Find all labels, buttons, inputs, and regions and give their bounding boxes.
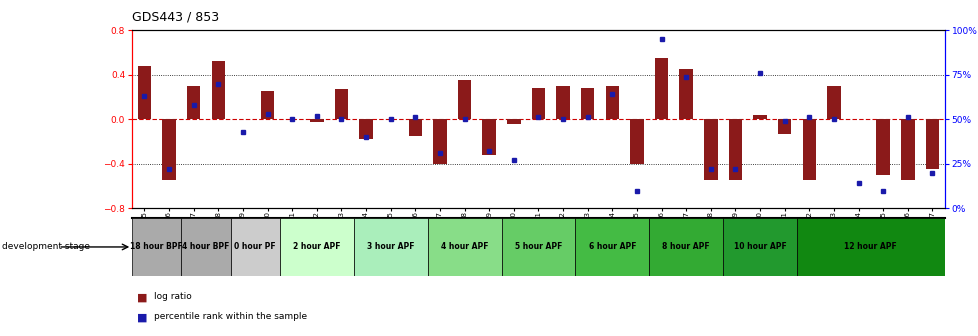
Bar — [531, 88, 545, 119]
Text: 4 hour BPF: 4 hour BPF — [182, 243, 230, 251]
Text: GDS443 / 853: GDS443 / 853 — [132, 10, 219, 23]
Bar — [482, 119, 496, 155]
Text: ■: ■ — [137, 292, 148, 302]
Bar — [359, 119, 373, 139]
Bar — [723, 218, 796, 276]
Bar — [605, 86, 618, 119]
Bar — [181, 218, 231, 276]
Text: log ratio: log ratio — [154, 292, 192, 301]
Bar — [334, 89, 348, 119]
Text: percentile rank within the sample: percentile rank within the sample — [154, 312, 306, 322]
Bar — [260, 91, 274, 119]
Bar — [211, 61, 225, 119]
Bar — [427, 218, 501, 276]
Bar — [507, 119, 520, 124]
Bar — [703, 119, 717, 180]
Text: development stage: development stage — [2, 243, 90, 251]
Bar — [796, 218, 944, 276]
Bar — [432, 119, 446, 164]
Text: ■: ■ — [137, 312, 148, 323]
Text: 6 hour APF: 6 hour APF — [588, 243, 636, 251]
Bar — [925, 119, 938, 169]
Bar — [501, 218, 575, 276]
Bar — [648, 218, 723, 276]
Text: 12 hour APF: 12 hour APF — [844, 243, 896, 251]
Bar — [310, 119, 324, 122]
Bar — [408, 119, 422, 136]
Text: 3 hour APF: 3 hour APF — [367, 243, 414, 251]
Bar — [458, 80, 470, 119]
Bar — [728, 119, 741, 180]
Bar — [654, 58, 668, 119]
Bar — [556, 86, 569, 119]
Bar — [187, 86, 200, 119]
Text: 10 hour APF: 10 hour APF — [733, 243, 785, 251]
Bar — [778, 119, 790, 134]
Text: 18 hour BPF: 18 hour BPF — [130, 243, 183, 251]
Text: 8 hour APF: 8 hour APF — [662, 243, 709, 251]
Bar — [162, 119, 176, 180]
Bar — [280, 218, 353, 276]
Text: 4 hour APF: 4 hour APF — [440, 243, 488, 251]
Bar — [875, 119, 889, 175]
Bar — [580, 88, 594, 119]
Bar — [826, 86, 840, 119]
Bar — [575, 218, 648, 276]
Text: 5 hour APF: 5 hour APF — [514, 243, 561, 251]
Bar — [231, 218, 280, 276]
Bar — [132, 218, 181, 276]
Text: 2 hour APF: 2 hour APF — [292, 243, 340, 251]
Bar — [752, 115, 766, 119]
Bar — [900, 119, 913, 180]
Bar — [138, 66, 151, 119]
Text: 0 hour PF: 0 hour PF — [234, 243, 276, 251]
Bar — [802, 119, 816, 180]
Bar — [679, 69, 692, 119]
Bar — [630, 119, 644, 164]
Bar — [353, 218, 427, 276]
